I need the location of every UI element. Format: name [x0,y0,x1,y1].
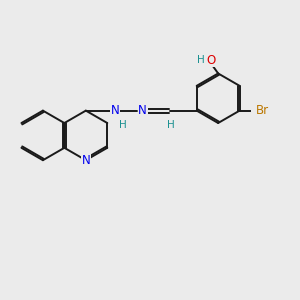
Text: H: H [167,120,174,130]
Text: N: N [82,154,90,167]
Text: H: H [197,55,204,65]
Text: O: O [207,54,216,67]
Text: Br: Br [256,104,269,117]
Text: N: N [138,104,147,117]
Text: H: H [118,120,126,130]
Text: N: N [111,104,119,117]
